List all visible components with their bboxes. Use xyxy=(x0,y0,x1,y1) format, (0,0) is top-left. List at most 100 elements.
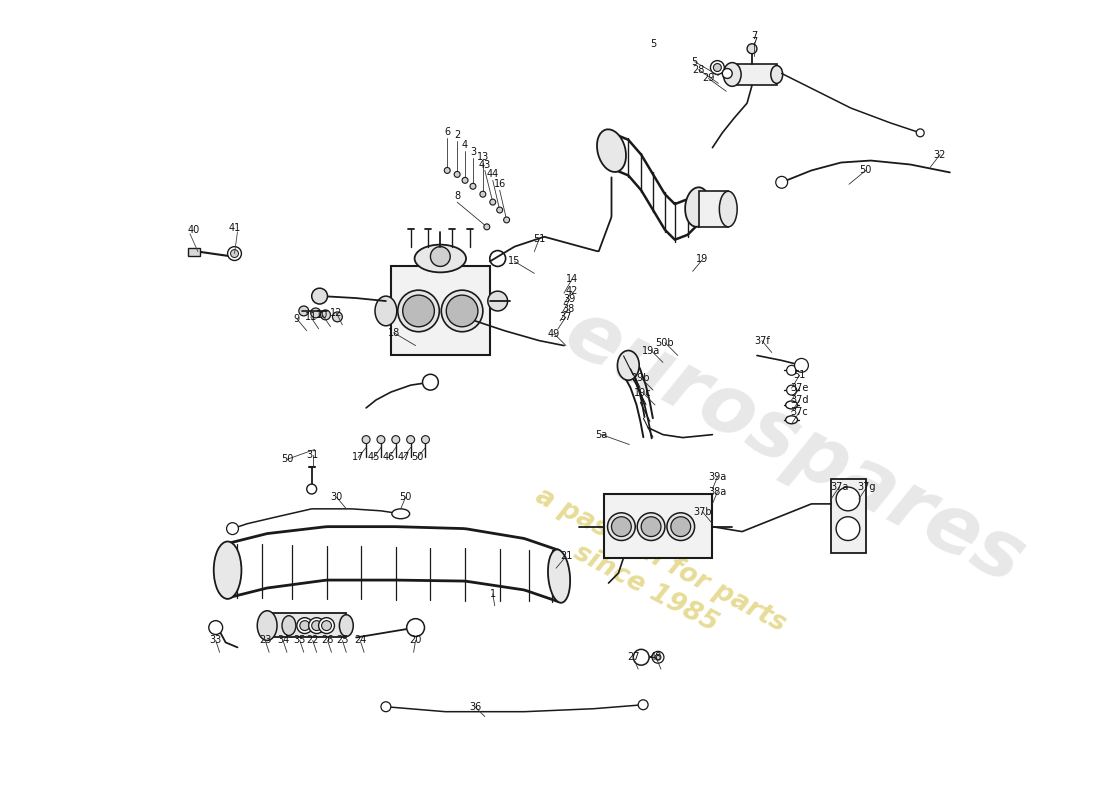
Circle shape xyxy=(786,385,796,395)
Text: 19: 19 xyxy=(696,254,708,265)
Text: 2: 2 xyxy=(454,130,460,140)
Ellipse shape xyxy=(597,130,626,172)
Text: 50b: 50b xyxy=(656,338,674,348)
Circle shape xyxy=(227,522,239,534)
Ellipse shape xyxy=(415,245,466,272)
Ellipse shape xyxy=(392,509,409,518)
Ellipse shape xyxy=(398,290,439,332)
Text: 50: 50 xyxy=(859,166,872,175)
Text: 1: 1 xyxy=(490,589,496,599)
Ellipse shape xyxy=(785,416,798,424)
Text: 7: 7 xyxy=(751,31,757,41)
Ellipse shape xyxy=(548,550,570,602)
Circle shape xyxy=(447,295,477,326)
Text: 28: 28 xyxy=(692,65,705,74)
Text: 5: 5 xyxy=(692,57,697,66)
Text: 24: 24 xyxy=(354,635,366,646)
Text: 31: 31 xyxy=(307,450,319,461)
Text: 18: 18 xyxy=(387,328,400,338)
Circle shape xyxy=(320,310,330,320)
Text: 16: 16 xyxy=(494,179,506,190)
Circle shape xyxy=(641,517,661,537)
Circle shape xyxy=(638,700,648,710)
Text: 37a: 37a xyxy=(829,482,848,492)
Bar xyxy=(604,494,713,558)
Text: 50: 50 xyxy=(411,452,424,462)
Circle shape xyxy=(916,129,924,137)
Circle shape xyxy=(381,702,390,712)
Circle shape xyxy=(462,178,468,183)
Text: 9: 9 xyxy=(294,314,300,324)
Circle shape xyxy=(504,217,509,223)
Circle shape xyxy=(711,61,724,74)
Text: 39a: 39a xyxy=(708,472,726,482)
Circle shape xyxy=(723,69,733,78)
Ellipse shape xyxy=(257,610,277,641)
Circle shape xyxy=(484,224,490,230)
Text: 5: 5 xyxy=(650,38,657,49)
Circle shape xyxy=(392,436,399,443)
Circle shape xyxy=(480,191,486,197)
Text: 4: 4 xyxy=(462,140,469,150)
Text: 6: 6 xyxy=(444,127,450,137)
Bar xyxy=(390,266,490,355)
Text: 49: 49 xyxy=(548,329,560,338)
Text: 23: 23 xyxy=(258,635,272,646)
Text: 37: 37 xyxy=(560,312,572,322)
Circle shape xyxy=(634,650,649,665)
Ellipse shape xyxy=(375,296,397,326)
Text: 51: 51 xyxy=(793,370,805,380)
Circle shape xyxy=(836,517,860,541)
Text: 34: 34 xyxy=(277,635,289,646)
Text: 14: 14 xyxy=(565,274,578,284)
Circle shape xyxy=(714,63,722,71)
Ellipse shape xyxy=(213,542,241,599)
Circle shape xyxy=(311,288,328,304)
Text: 35: 35 xyxy=(294,635,306,646)
Circle shape xyxy=(487,291,507,311)
Ellipse shape xyxy=(617,350,639,380)
Text: 13: 13 xyxy=(476,151,490,162)
Circle shape xyxy=(444,167,450,174)
Text: 38a: 38a xyxy=(708,487,726,497)
Circle shape xyxy=(321,621,331,630)
Ellipse shape xyxy=(724,62,741,86)
Text: 37d: 37d xyxy=(790,395,808,405)
Text: 27: 27 xyxy=(627,652,639,662)
Text: 11: 11 xyxy=(305,312,317,322)
Circle shape xyxy=(377,436,385,443)
Text: 42: 42 xyxy=(565,286,579,296)
Text: 39: 39 xyxy=(564,294,576,304)
Ellipse shape xyxy=(441,290,483,332)
Ellipse shape xyxy=(771,66,783,83)
Text: 29: 29 xyxy=(702,74,715,83)
Circle shape xyxy=(228,246,241,261)
Text: 19a: 19a xyxy=(642,346,660,355)
Text: 37f: 37f xyxy=(754,336,770,346)
Text: 21: 21 xyxy=(560,551,572,562)
Text: 8: 8 xyxy=(454,191,460,201)
Ellipse shape xyxy=(637,513,664,541)
Circle shape xyxy=(421,436,429,443)
Circle shape xyxy=(311,621,321,630)
Text: 47: 47 xyxy=(397,452,410,462)
Text: 37b: 37b xyxy=(693,507,712,517)
Text: a passion for parts
since 1985: a passion for parts since 1985 xyxy=(516,483,790,666)
Circle shape xyxy=(309,618,324,634)
Circle shape xyxy=(300,621,310,630)
Text: 30: 30 xyxy=(330,492,342,502)
Text: 32: 32 xyxy=(934,150,946,160)
Text: 45: 45 xyxy=(367,452,381,462)
Text: 37e: 37e xyxy=(790,383,808,393)
Circle shape xyxy=(310,308,320,318)
Text: eurospares: eurospares xyxy=(551,294,1037,602)
Text: 10: 10 xyxy=(317,310,329,320)
Circle shape xyxy=(307,484,317,494)
Bar xyxy=(188,248,200,255)
Circle shape xyxy=(231,250,239,258)
Circle shape xyxy=(671,517,691,537)
Circle shape xyxy=(209,621,222,634)
Ellipse shape xyxy=(607,513,635,541)
Text: 26: 26 xyxy=(321,635,333,646)
Bar xyxy=(832,479,866,554)
